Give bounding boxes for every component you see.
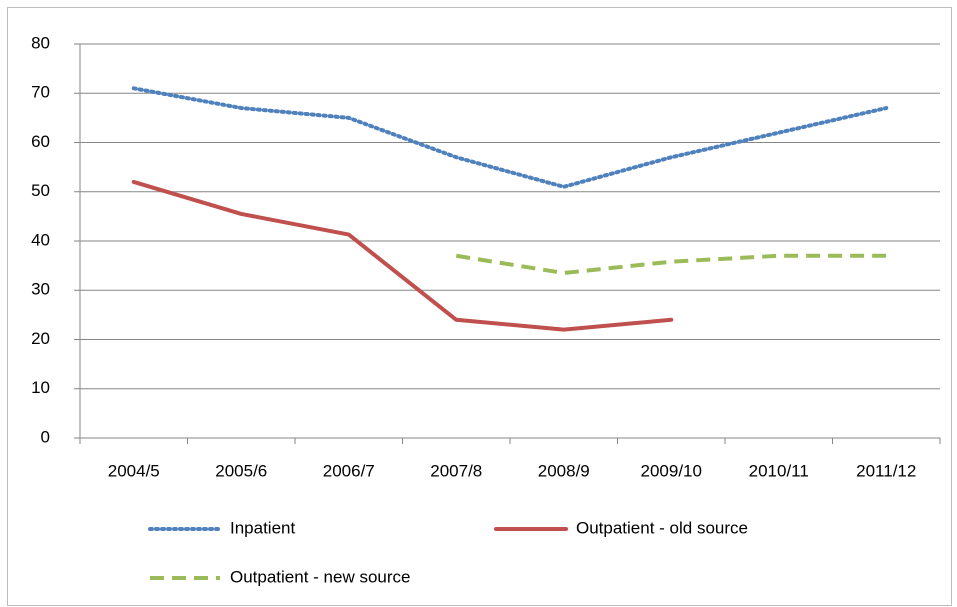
y-tick-label: 20 [31, 329, 50, 348]
x-tick-label: 2010/11 [749, 461, 809, 480]
chart-border [7, 7, 952, 606]
x-tick-label: 2006/7 [323, 461, 375, 480]
y-tick-label: 80 [31, 33, 50, 52]
x-tick-label: 2007/8 [430, 461, 482, 480]
y-tick-label: 40 [31, 230, 50, 249]
x-tick-label: 2008/9 [538, 461, 590, 480]
legend-label: Outpatient - old source [576, 518, 748, 537]
x-tick-label: 2011/12 [856, 461, 916, 480]
series-line [131, 179, 674, 332]
x-tick-label: 2009/10 [641, 461, 702, 480]
legend-label: Outpatient - new source [230, 567, 410, 586]
y-tick-label: 10 [31, 378, 50, 397]
legend-label: Inpatient [230, 518, 295, 537]
y-tick-label: 0 [41, 427, 50, 446]
series-line [131, 86, 889, 189]
y-tick-label: 30 [31, 280, 50, 299]
y-tick-label: 70 [31, 83, 50, 102]
series-line [455, 253, 887, 276]
y-tick-label: 60 [31, 132, 50, 151]
y-tick-label: 50 [31, 181, 50, 200]
x-tick-label: 2005/6 [215, 461, 267, 480]
x-tick-label: 2004/5 [108, 461, 160, 480]
